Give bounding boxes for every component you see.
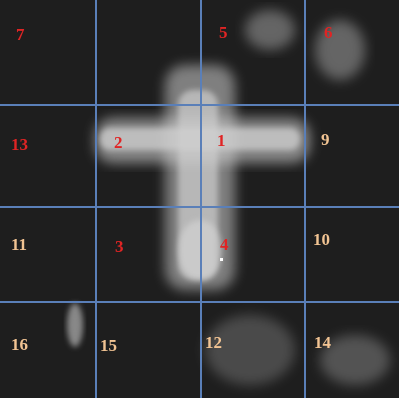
cell-label: 9: [321, 130, 330, 149]
marker-dot: [220, 258, 223, 261]
cell-label: 11: [11, 235, 27, 254]
cell-label: 3: [115, 237, 124, 256]
cell-label: 14: [314, 333, 332, 352]
cell-label: 6: [324, 23, 333, 42]
cell-label: 5: [219, 23, 228, 42]
cell-label: 13: [11, 135, 28, 154]
cell-label: 7: [16, 25, 25, 44]
cell-label: 15: [100, 336, 117, 355]
cell-label: 2: [114, 133, 123, 152]
cell-label: 10: [313, 230, 330, 249]
image: 7 5 6 13 2 1 9 11 3 4 10 16 15 12 14: [0, 0, 399, 398]
cell-label: 1: [217, 131, 226, 150]
cell-label: 4: [220, 235, 229, 254]
cell-label: 12: [205, 333, 222, 352]
cell-label: 16: [11, 335, 28, 354]
